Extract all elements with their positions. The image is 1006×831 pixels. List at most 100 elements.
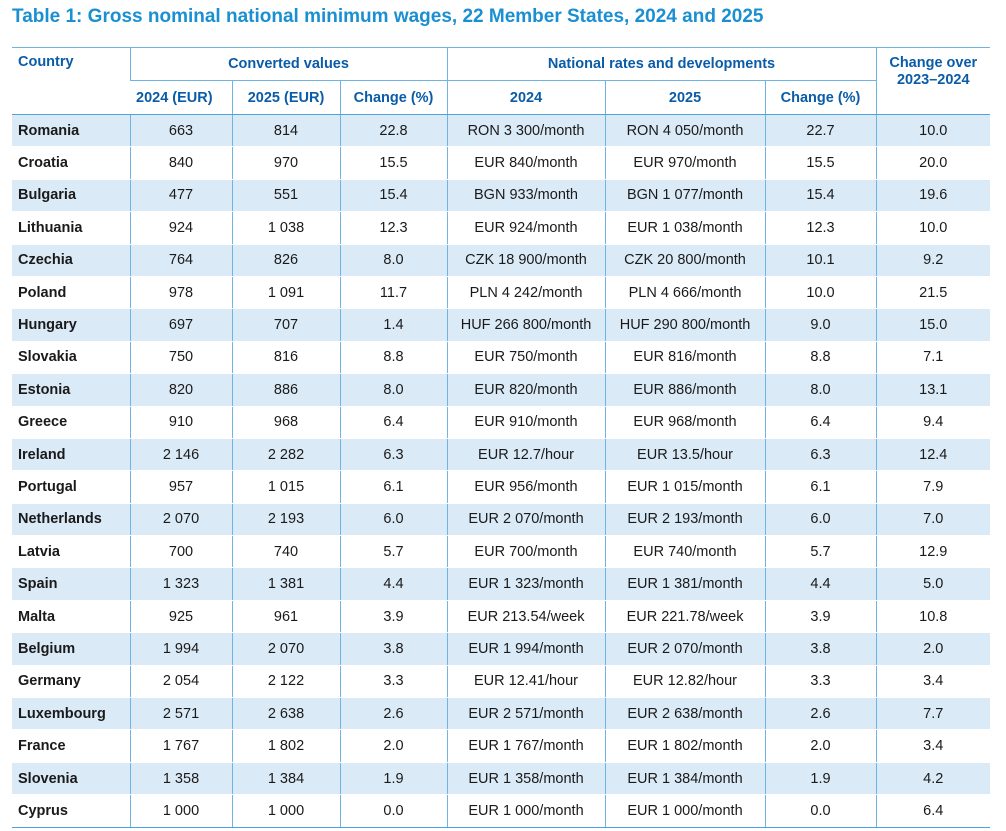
header-national-rates: National rates and developments	[446, 47, 877, 81]
cell-national-2025: HUF 290 800/month	[604, 308, 766, 342]
cell-converted-2024: 820	[129, 373, 232, 407]
cell-national-2025: PLN 4 666/month	[604, 276, 766, 310]
cell-national-2025: EUR 1 384/month	[604, 762, 766, 796]
cell-national-change: 8.8	[764, 341, 877, 375]
table-row: Slovenia 1 358 1 384 1.9 EUR 1 358/month EUR …	[12, 762, 991, 796]
cell-national-change: 6.4	[764, 406, 877, 439]
cell-converted-change: 4.4	[339, 567, 448, 601]
table-row: Lithuania 924 1 038 12.3 EUR 924/month EUR 1 …	[12, 211, 991, 245]
cell-national-2025: EUR 13.5/hour	[604, 438, 766, 472]
cell-national-2025: EUR 1 038/month	[604, 211, 766, 245]
cell-country: France	[12, 729, 130, 763]
subheader-national-2025: 2025	[604, 80, 766, 115]
cell-converted-2024: 925	[129, 600, 232, 634]
cell-change-over: 3.4	[875, 729, 991, 763]
cell-national-2024: EUR 12.41/hour	[446, 665, 606, 699]
cell-national-2024: EUR 1 000/month	[446, 794, 606, 828]
cell-national-2024: EUR 2 571/month	[446, 697, 606, 731]
cell-change-over: 5.0	[875, 567, 991, 601]
cell-change-over: 13.1	[875, 373, 991, 407]
cell-national-2024: EUR 910/month	[446, 406, 606, 439]
cell-converted-2025: 1 381	[231, 567, 340, 601]
cell-converted-change: 15.5	[339, 146, 448, 180]
cell-converted-change: 11.7	[339, 276, 448, 310]
cell-country: Greece	[12, 406, 130, 439]
cell-converted-2025: 1 384	[231, 762, 340, 796]
header-country: Country	[12, 47, 130, 115]
cell-national-2025: EUR 740/month	[604, 535, 766, 569]
cell-country: Hungary	[12, 308, 130, 342]
table-row: Bulgaria 477 551 15.4 BGN 933/month BGN 1 077…	[12, 179, 991, 213]
table-row: Romania 663 814 22.8 RON 3 300/month RON 4 05…	[12, 114, 991, 148]
cell-national-change: 2.6	[764, 697, 877, 731]
table-row: Malta 925 961 3.9 EUR 213.54/week EUR 221.78/…	[12, 600, 991, 634]
cell-converted-2024: 1 767	[129, 729, 232, 763]
cell-national-2024: EUR 213.54/week	[446, 600, 606, 634]
cell-country: Slovenia	[12, 762, 130, 796]
cell-converted-2025: 2 638	[231, 697, 340, 731]
cell-converted-2025: 1 802	[231, 729, 340, 763]
cell-converted-change: 6.4	[339, 406, 448, 439]
cell-converted-change: 1.4	[339, 308, 448, 342]
cell-change-over: 4.2	[875, 762, 991, 796]
cell-converted-2025: 707	[231, 308, 340, 342]
cell-national-2025: EUR 2 193/month	[604, 503, 766, 537]
cell-converted-2025: 970	[231, 146, 340, 180]
cell-converted-2025: 740	[231, 535, 340, 569]
cell-national-2024: EUR 12.7/hour	[446, 438, 606, 472]
cell-country: Latvia	[12, 535, 130, 569]
cell-national-2025: EUR 816/month	[604, 341, 766, 375]
cell-national-2025: EUR 2 070/month	[604, 632, 766, 666]
cell-change-over: 7.7	[875, 697, 991, 731]
cell-converted-2025: 816	[231, 341, 340, 375]
cell-converted-change: 3.8	[339, 632, 448, 666]
cell-converted-change: 8.0	[339, 373, 448, 407]
cell-national-change: 15.5	[764, 146, 877, 180]
cell-country: Belgium	[12, 632, 130, 666]
cell-change-over: 10.8	[875, 600, 991, 634]
cell-country: Czechia	[12, 244, 130, 277]
cell-converted-change: 3.9	[339, 600, 448, 634]
cell-converted-2025: 2 070	[231, 632, 340, 666]
cell-converted-2024: 924	[129, 211, 232, 245]
table-row: Greece 910 968 6.4 EUR 910/month EUR 968/mont…	[12, 406, 991, 439]
cell-national-change: 3.3	[764, 665, 877, 699]
cell-national-change: 10.1	[764, 244, 877, 277]
cell-converted-change: 6.3	[339, 438, 448, 472]
cell-national-change: 22.7	[764, 114, 877, 148]
cell-national-2024: EUR 1 994/month	[446, 632, 606, 666]
table-row: Latvia 700 740 5.7 EUR 700/month EUR 740/mont…	[12, 535, 991, 569]
cell-country: Portugal	[12, 470, 130, 504]
cell-change-over: 10.0	[875, 114, 991, 148]
cell-national-change: 2.0	[764, 729, 877, 763]
cell-national-change: 3.9	[764, 600, 877, 634]
cell-converted-2024: 840	[129, 146, 232, 180]
cell-converted-2025: 1 015	[231, 470, 340, 504]
subheader-national-change: Change (%)	[764, 80, 877, 115]
cell-change-over: 3.4	[875, 665, 991, 699]
cell-converted-change: 15.4	[339, 179, 448, 213]
cell-converted-2025: 2 282	[231, 438, 340, 472]
cell-national-2025: RON 4 050/month	[604, 114, 766, 148]
cell-converted-change: 1.9	[339, 762, 448, 796]
cell-change-over: 9.4	[875, 406, 991, 439]
cell-national-2024: EUR 840/month	[446, 146, 606, 180]
cell-national-2025: CZK 20 800/month	[604, 244, 766, 277]
cell-change-over: 9.2	[875, 244, 991, 277]
cell-change-over: 15.0	[875, 308, 991, 342]
cell-country: Slovakia	[12, 341, 130, 375]
cell-national-2024: EUR 1 358/month	[446, 762, 606, 796]
cell-converted-change: 8.0	[339, 244, 448, 277]
cell-converted-2024: 477	[129, 179, 232, 213]
cell-country: Netherlands	[12, 503, 130, 537]
cell-converted-2025: 1 000	[231, 794, 340, 828]
cell-national-2024: EUR 1 323/month	[446, 567, 606, 601]
table-row: Estonia 820 886 8.0 EUR 820/month EUR 886/mon…	[12, 373, 991, 407]
cell-national-2025: EUR 1 015/month	[604, 470, 766, 504]
minimum-wages-table: Country Converted values National rates …	[12, 47, 991, 828]
table-row: Hungary 697 707 1.4 HUF 266 800/month HUF 290…	[12, 308, 991, 342]
cell-converted-2024: 2 571	[129, 697, 232, 731]
table-row: France 1 767 1 802 2.0 EUR 1 767/month EUR 1 …	[12, 729, 991, 763]
cell-national-2025: EUR 886/month	[604, 373, 766, 407]
subheader-converted-2025: 2025 (EUR)	[231, 80, 340, 115]
